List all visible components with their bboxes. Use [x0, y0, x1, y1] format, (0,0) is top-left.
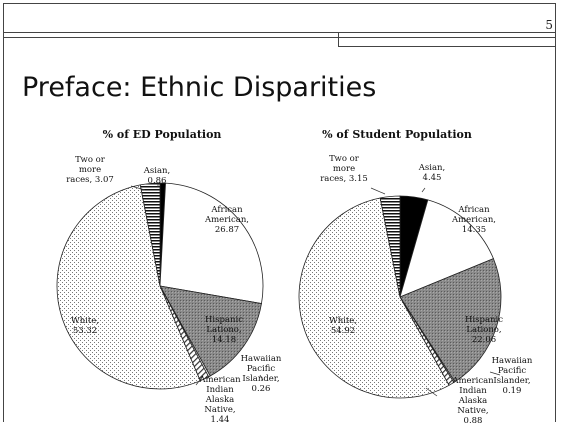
pie-slice-white — [298, 197, 450, 399]
slice-label-white: White, 53.32 — [71, 316, 99, 336]
leader-line — [489, 371, 501, 376]
leader-line — [195, 375, 204, 386]
header-rule-tick — [338, 32, 339, 46]
slice-label-asian: Asian, 0.86 — [143, 166, 170, 186]
pie-slice-two-or-more-races — [139, 182, 161, 287]
pie-slice-white — [56, 184, 201, 390]
pie-slice-african-american — [159, 182, 264, 305]
pie-chart-1: % of ED Population Asian, 0.86 African Ameri… — [56, 128, 282, 425]
pie-slice-hispanic-lationo — [159, 285, 262, 377]
leader-line — [130, 185, 146, 191]
pie-slice-hispanic-lationo — [399, 258, 502, 383]
slice-label-asian: Asian, 4.45 — [418, 163, 445, 183]
slice-label-hawaiian-pacific-islander: Hawaiian Pacific Islander, 0.26 — [241, 354, 282, 394]
pie-slice-african-american — [399, 199, 494, 298]
slide-frame — [3, 3, 556, 422]
pie-chart-2: % of Student Population Asian, 4.45 African… — [298, 128, 533, 426]
slice-label-hawaiian-pacific-islander: Hawaiian Pacific Islander, 0.19 — [492, 356, 533, 396]
chart-title: % of ED Population — [103, 128, 222, 141]
leader-line — [259, 374, 264, 381]
slice-label-hispanic-lationo: Hispanic Lationo, 14.18 — [205, 315, 243, 345]
slice-label-american-indian-alaska-native: American Indian Alaska Native, 1.44 — [198, 375, 241, 425]
header-rule-bottom — [3, 37, 556, 38]
leader-line — [425, 387, 438, 397]
leader-line — [370, 187, 386, 195]
slice-label-two-or-more-races: Two or more races, 3.15 — [320, 154, 368, 184]
page-title: Preface: Ethnic Disparities — [22, 72, 377, 103]
slice-label-hispanic-lationo: Hispanic Lationo, 22.06 — [465, 315, 503, 345]
slice-label-african-american: African American, 26.87 — [204, 205, 249, 235]
leader-line — [421, 187, 426, 193]
slice-label-african-american: African American, 14.35 — [451, 205, 496, 235]
slice-label-white: White, 54.92 — [329, 316, 357, 336]
slice-label-american-indian-alaska-native: American Indian Alaska Native, 0.88 — [451, 376, 494, 426]
chart-title: % of Student Population — [322, 128, 472, 141]
page-number: 5 — [545, 18, 553, 32]
slice-label-two-or-more-races: Two or more races, 3.07 — [66, 155, 114, 185]
header-rule-top — [3, 32, 556, 33]
pie-slice-two-or-more-races — [379, 195, 401, 298]
header-rule-stub — [338, 46, 556, 47]
